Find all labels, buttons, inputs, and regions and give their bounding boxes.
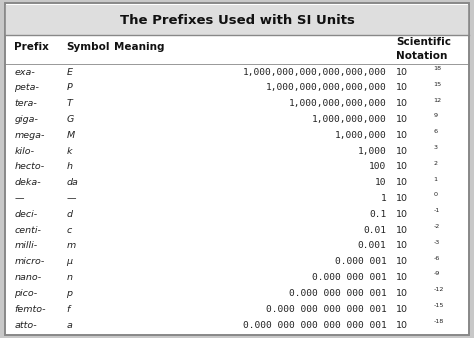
Text: Symbol: Symbol	[66, 42, 110, 52]
Text: —: —	[66, 194, 76, 203]
Text: c: c	[66, 226, 72, 235]
Text: -15: -15	[434, 303, 444, 308]
Text: E: E	[66, 68, 73, 77]
Text: 10: 10	[396, 115, 408, 124]
Text: G: G	[66, 115, 74, 124]
Text: 10: 10	[396, 163, 408, 171]
Text: T: T	[66, 99, 72, 108]
Text: exa-: exa-	[14, 68, 35, 77]
Text: 10: 10	[396, 131, 408, 140]
Text: mega-: mega-	[14, 131, 45, 140]
Text: n: n	[66, 273, 73, 282]
Text: 0.1: 0.1	[369, 210, 386, 219]
Text: 0.000 000 000 000 001: 0.000 000 000 000 001	[265, 305, 386, 314]
Text: 10: 10	[396, 99, 408, 108]
Text: femto-: femto-	[14, 305, 46, 314]
Text: -9: -9	[434, 271, 440, 276]
Text: peta-: peta-	[14, 83, 39, 92]
Text: 0.000 000 000 001: 0.000 000 000 001	[289, 289, 386, 298]
Text: The Prefixes Used with SI Units: The Prefixes Used with SI Units	[119, 14, 355, 27]
Text: deci-: deci-	[14, 210, 37, 219]
Text: 0.01: 0.01	[363, 226, 386, 235]
Text: Scientific: Scientific	[396, 37, 451, 47]
Text: 10: 10	[396, 320, 408, 330]
Text: centi-: centi-	[14, 226, 41, 235]
Text: micro-: micro-	[14, 257, 45, 266]
Text: 10: 10	[396, 83, 408, 92]
Text: 10: 10	[396, 273, 408, 282]
Text: 10: 10	[396, 210, 408, 219]
Text: 1,000,000: 1,000,000	[335, 131, 386, 140]
Text: k: k	[66, 147, 72, 156]
Text: —: —	[14, 194, 24, 203]
Text: 15: 15	[434, 82, 442, 87]
Text: h: h	[66, 163, 73, 171]
Text: 10: 10	[396, 147, 408, 156]
Text: Notation: Notation	[396, 51, 447, 62]
Text: 10: 10	[396, 194, 408, 203]
Text: -1: -1	[434, 208, 440, 213]
Text: 10: 10	[375, 178, 386, 187]
Text: 6: 6	[434, 129, 438, 134]
Text: P: P	[66, 83, 72, 92]
Text: 10: 10	[396, 257, 408, 266]
Text: M: M	[66, 131, 74, 140]
Text: -6: -6	[434, 256, 440, 261]
Text: 10: 10	[396, 241, 408, 250]
Text: 1,000,000,000,000: 1,000,000,000,000	[289, 99, 386, 108]
Text: 18: 18	[434, 66, 442, 71]
Text: f: f	[66, 305, 70, 314]
Text: hecto-: hecto-	[14, 163, 45, 171]
Text: 0.000 001: 0.000 001	[335, 257, 386, 266]
Text: tera-: tera-	[14, 99, 37, 108]
Text: 0.001: 0.001	[357, 241, 386, 250]
Text: m: m	[66, 241, 76, 250]
Text: -3: -3	[434, 240, 440, 245]
Text: 12: 12	[434, 98, 442, 102]
Text: a: a	[66, 320, 72, 330]
FancyBboxPatch shape	[5, 5, 469, 35]
Text: 1: 1	[381, 194, 386, 203]
Text: 0.000 000 000 000 000 001: 0.000 000 000 000 000 001	[243, 320, 386, 330]
Text: 2: 2	[434, 161, 438, 166]
Text: Meaning: Meaning	[114, 42, 164, 52]
Text: 3: 3	[434, 145, 438, 150]
Text: pico-: pico-	[14, 289, 37, 298]
Text: nano-: nano-	[14, 273, 41, 282]
Text: milli-: milli-	[14, 241, 37, 250]
Text: atto-: atto-	[14, 320, 37, 330]
FancyBboxPatch shape	[5, 3, 469, 335]
Text: giga-: giga-	[14, 115, 38, 124]
Text: 1,000,000,000,000,000,000: 1,000,000,000,000,000,000	[243, 68, 386, 77]
Text: 1,000,000,000: 1,000,000,000	[311, 115, 386, 124]
Text: 0.000 000 001: 0.000 000 001	[311, 273, 386, 282]
Text: 9: 9	[434, 113, 438, 118]
Text: 100: 100	[369, 163, 386, 171]
Text: deka-: deka-	[14, 178, 41, 187]
Text: 10: 10	[396, 68, 408, 77]
Text: kilo-: kilo-	[14, 147, 34, 156]
Text: 1,000,000,000,000,000: 1,000,000,000,000,000	[265, 83, 386, 92]
Text: 0: 0	[434, 192, 438, 197]
Text: 10: 10	[396, 305, 408, 314]
Text: -18: -18	[434, 319, 444, 324]
Text: Prefix: Prefix	[14, 42, 49, 52]
Text: p: p	[66, 289, 73, 298]
Text: -2: -2	[434, 224, 440, 229]
Text: 1,000: 1,000	[357, 147, 386, 156]
Text: -12: -12	[434, 287, 444, 292]
Text: 10: 10	[396, 289, 408, 298]
Text: μ: μ	[66, 257, 73, 266]
Text: 10: 10	[396, 226, 408, 235]
Text: 1: 1	[434, 176, 438, 182]
Text: d: d	[66, 210, 73, 219]
Text: 10: 10	[396, 178, 408, 187]
Text: da: da	[66, 178, 78, 187]
